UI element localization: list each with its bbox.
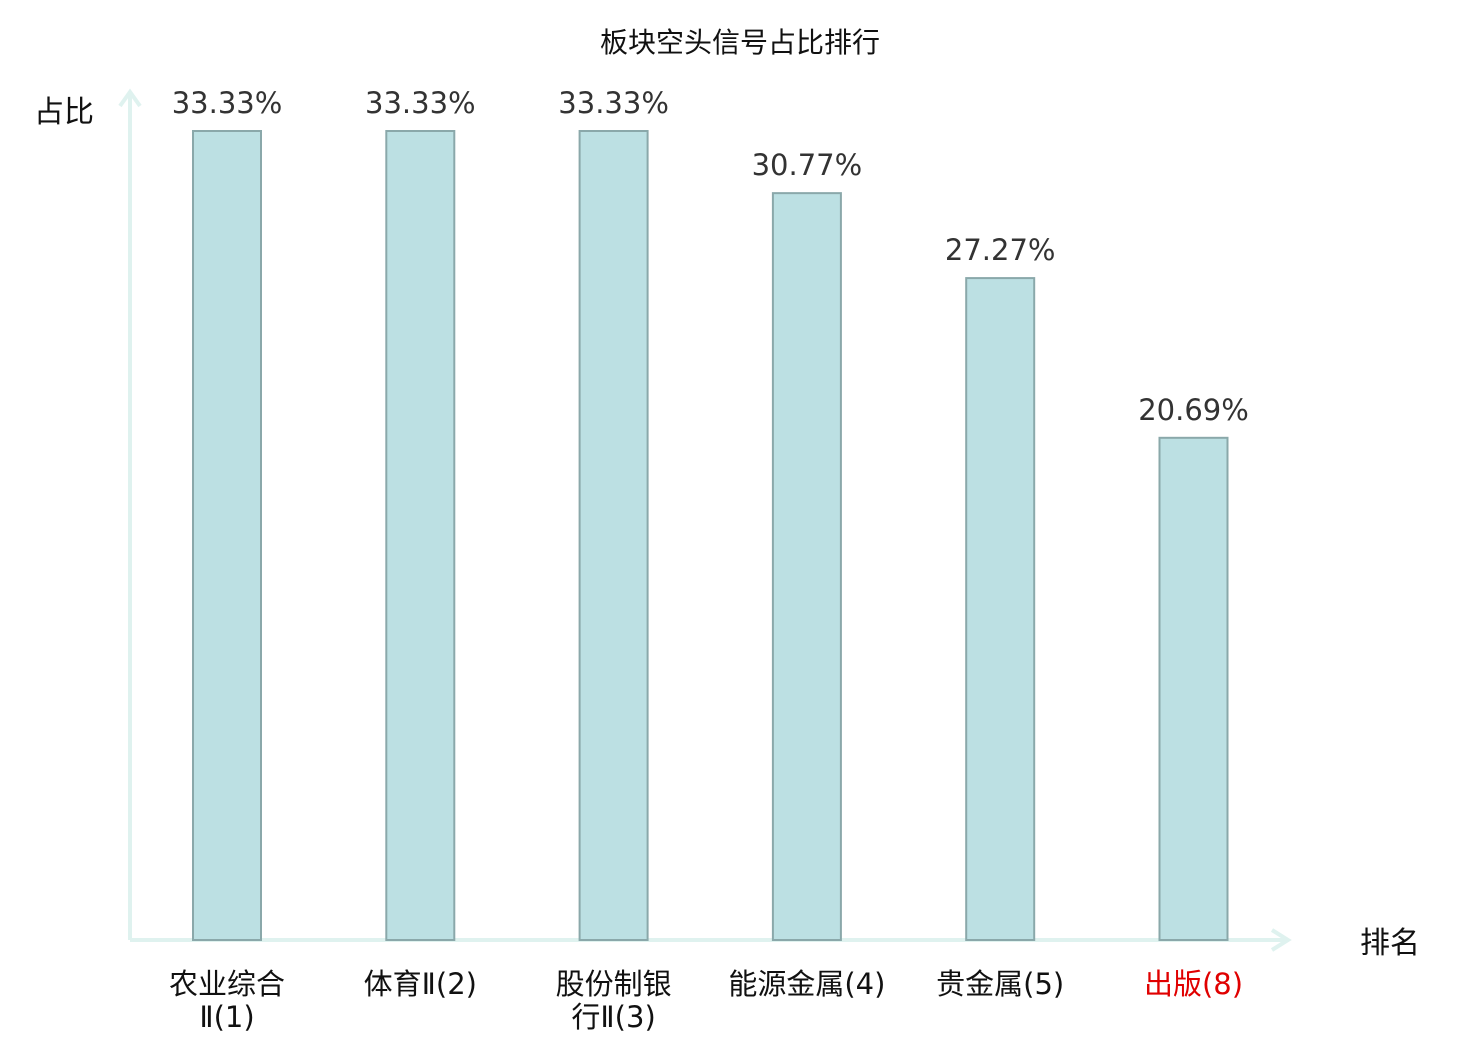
bar — [192, 130, 262, 941]
bar — [578, 130, 649, 941]
x-axis-label: 排名 — [1360, 926, 1420, 961]
bar — [965, 277, 1036, 942]
x-axis-arrow-icon — [1270, 928, 1292, 952]
data-label: 27.27% — [945, 233, 1056, 267]
data-label: 33.33% — [365, 86, 476, 120]
bar — [385, 130, 456, 941]
data-label: 33.33% — [558, 86, 669, 120]
data-label: 33.33% — [172, 86, 283, 120]
x-tick-label: 出版(8) — [1144, 967, 1243, 1001]
y-axis-label: 占比 — [34, 95, 94, 130]
bar — [1158, 436, 1229, 941]
x-tick-labels-group: 农业综合 Ⅱ(1) 体育Ⅱ(2) 股份制银行Ⅱ(3) 能源金属(4) 贵金属(5) 出版(8… — [169, 967, 1243, 1034]
chart-title: 板块空头信号占比排行 — [600, 26, 880, 59]
x-tick-label: 体育Ⅱ(2) — [364, 967, 477, 1001]
bar — [771, 192, 842, 942]
x-tick-label: 能源金属(4) — [728, 967, 885, 1001]
data-labels-group: 33.33% 33.33% 33.33% 30.77% 27.27% 20.69% — [172, 86, 1249, 427]
x-tick-label: 股份制银行Ⅱ(3) — [556, 967, 672, 1034]
bars-group — [192, 130, 1229, 942]
x-tick-label: 农业综合 Ⅱ(1) — [169, 967, 285, 1034]
axes — [118, 88, 1292, 952]
data-label: 20.69% — [1138, 393, 1249, 427]
x-tick-label: 贵金属(5) — [936, 967, 1064, 1001]
data-label: 30.77% — [752, 148, 863, 182]
y-axis-arrow-icon — [118, 88, 142, 108]
